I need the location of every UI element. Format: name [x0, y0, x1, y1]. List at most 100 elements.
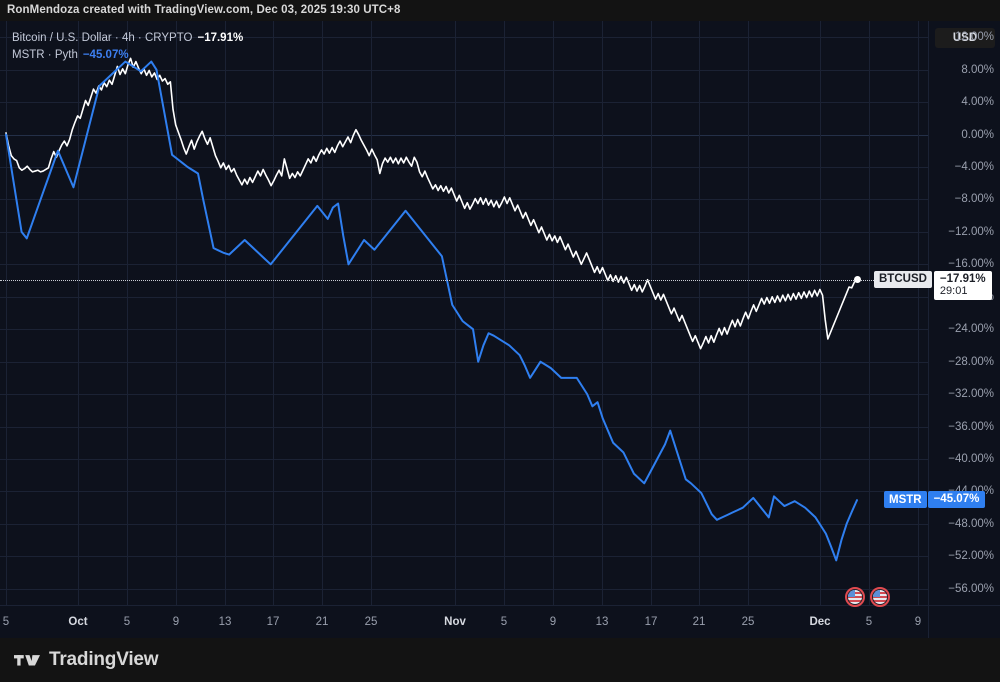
time-tick-label: Nov — [444, 616, 466, 628]
time-tick-label: 13 — [595, 616, 609, 628]
us-economic-event-marker[interactable] — [870, 587, 890, 607]
time-tick-label: 17 — [266, 616, 280, 628]
price-tick-label: −48.00% — [948, 517, 994, 530]
series-line-btcusd — [5, 57, 858, 350]
time-tick-label: Dec — [809, 616, 831, 628]
mstr-price-tag[interactable]: MSTR −45.07% — [884, 491, 986, 509]
footer-bar: TradingView — [0, 638, 1000, 682]
gridline-horizontal — [0, 459, 928, 460]
series-line-mstr — [5, 60, 858, 562]
gridline-horizontal — [0, 134, 928, 136]
gridline-horizontal — [0, 69, 928, 71]
usa-flag-icon — [848, 590, 862, 604]
gridline-horizontal — [0, 102, 928, 104]
time-tick-label: 25 — [364, 616, 378, 628]
gridline-horizontal — [0, 296, 928, 298]
price-tick-label: −12.00% — [948, 225, 994, 238]
gridline-vertical — [651, 21, 652, 605]
gridline-vertical — [176, 21, 177, 605]
time-tick-label: 9 — [914, 616, 922, 628]
gridline-vertical — [918, 21, 919, 605]
gridline-horizontal — [0, 199, 928, 201]
time-tick-label: Oct — [68, 616, 88, 628]
time-tick-label: 5 — [2, 616, 10, 628]
legend-row-mstr[interactable]: MSTR · Pyth −45.07% — [12, 49, 129, 61]
legend-value-mstr: −45.07% — [82, 49, 129, 61]
time-tick-label: 13 — [218, 616, 232, 628]
time-tick-label: 25 — [741, 616, 755, 628]
gridline-horizontal — [0, 329, 928, 331]
attribution-bar: RonMendoza created with TradingView.com,… — [0, 0, 1000, 21]
time-tick-label: 9 — [172, 616, 180, 628]
gridline-horizontal — [0, 37, 928, 39]
tradingview-mark-icon — [14, 654, 40, 666]
legend-row-btcusd[interactable]: Bitcoin / U.S. Dollar · 4h · CRYPTO −17.9… — [12, 32, 244, 44]
price-tick-label: 4.00% — [961, 96, 994, 109]
legend-exchange-btcusd: CRYPTO — [144, 32, 193, 44]
btcusd-tag-value-group: −17.91% 29:01 — [933, 270, 992, 300]
btcusd-tag-label: BTCUSD — [874, 270, 932, 288]
chart-legend: Bitcoin / U.S. Dollar · 4h · CRYPTO −17.9… — [12, 30, 243, 64]
gridline-vertical — [78, 21, 79, 605]
gridline-vertical — [273, 21, 274, 605]
gridline-vertical — [820, 21, 821, 605]
price-tick-label: −24.00% — [948, 323, 994, 336]
time-tick-label: 21 — [315, 616, 329, 628]
price-tick-label: −40.00% — [948, 453, 994, 465]
gridline-horizontal — [0, 394, 928, 396]
btcusd-last-price-line — [0, 279, 928, 281]
gridline-vertical — [602, 21, 603, 605]
legend-interval-btcusd: 4h — [121, 32, 135, 44]
price-scale[interactable]: USD 12.00% 8.00% 4.00% 0.00% −4.00% −8.00% −12… — [928, 21, 1000, 605]
btcusd-tag-countdown: 29:01 — [939, 284, 968, 297]
price-tick-label: −56.00% — [948, 582, 994, 595]
gridline-vertical — [553, 21, 554, 605]
us-economic-event-marker[interactable] — [845, 587, 865, 607]
btcusd-last-price-dot — [853, 276, 861, 284]
mstr-tag-label: MSTR — [884, 491, 927, 509]
mstr-tag-value: −45.07% — [927, 491, 986, 509]
time-scale-divider — [928, 606, 929, 639]
attribution-text: RonMendoza created with TradingView.com,… — [7, 4, 401, 16]
price-tick-label: −4.00% — [954, 161, 994, 173]
gridline-vertical — [371, 21, 372, 605]
price-tick-label: −28.00% — [948, 355, 994, 368]
tradingview-wordmark: TradingView — [49, 649, 159, 670]
gridline-vertical — [699, 21, 700, 605]
price-series-plot — [5, 57, 858, 562]
gridline-vertical — [748, 21, 749, 605]
gridline-horizontal — [0, 264, 928, 266]
legend-exchange-mstr: Pyth — [54, 49, 78, 61]
price-tick-label: −8.00% — [954, 193, 994, 206]
gridline-horizontal — [0, 588, 928, 590]
gridline-horizontal — [0, 167, 928, 168]
price-tick-label: 12.00% — [954, 31, 994, 44]
legend-symbol-btcusd: Bitcoin / U.S. Dollar — [12, 32, 112, 44]
legend-value-btcusd: −17.91% — [197, 32, 244, 44]
gridline-horizontal — [0, 426, 928, 428]
gridline-vertical — [322, 21, 323, 605]
btcusd-price-tag[interactable]: BTCUSD −17.91% 29:01 — [874, 270, 992, 300]
tradingview-logo[interactable]: TradingView — [14, 649, 159, 671]
gridline-vertical — [504, 21, 505, 605]
time-scale[interactable]: 5 Oct 5 9 13 17 21 25 Nov 5 9 13 17 21 25 Dec 5 9 — [0, 605, 1000, 639]
gridline-vertical — [455, 21, 456, 605]
gridline-horizontal — [0, 231, 928, 233]
price-tick-label: −52.00% — [948, 550, 994, 563]
gridline-vertical — [127, 21, 128, 605]
time-tick-label: 17 — [644, 616, 658, 628]
btcusd-tag-value: −17.91% — [939, 272, 986, 285]
time-tick-label: 21 — [692, 616, 706, 628]
currency-badge[interactable]: USD — [935, 28, 995, 48]
chart-plot-area[interactable]: Bitcoin / U.S. Dollar · 4h · CRYPTO −17.9… — [0, 21, 928, 605]
price-tick-label: −32.00% — [948, 388, 994, 401]
price-tick-label: 0.00% — [961, 128, 994, 141]
time-tick-label: 5 — [123, 616, 131, 628]
gridline-vertical — [225, 21, 226, 605]
price-tick-label: 8.00% — [961, 63, 994, 76]
time-tick-label: 5 — [500, 616, 508, 628]
gridline-horizontal — [0, 491, 928, 493]
gridline-horizontal — [0, 556, 928, 558]
legend-symbol-mstr: MSTR — [12, 49, 45, 61]
